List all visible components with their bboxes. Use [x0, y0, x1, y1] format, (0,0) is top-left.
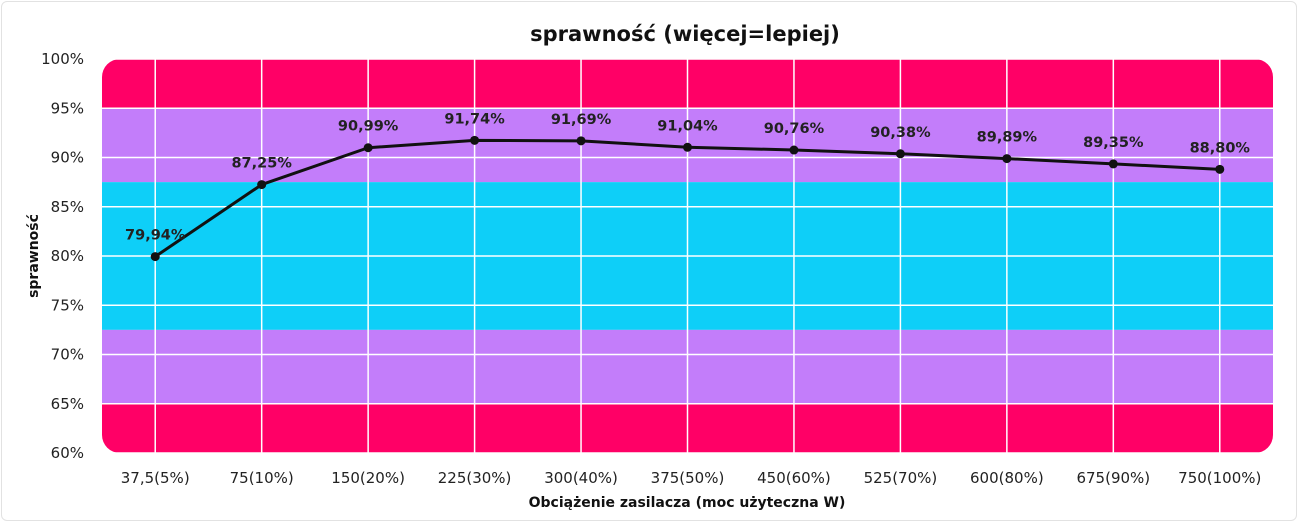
series-efficiency — [150, 135, 1225, 262]
data-point — [683, 142, 692, 152]
data-point — [789, 145, 799, 155]
data-point — [363, 143, 373, 153]
x-tick-label: 300(40%) — [544, 469, 618, 487]
x-tick-label: 675(90%) — [1076, 469, 1150, 487]
chart-title: sprawność (więcej=lepiej) — [530, 22, 840, 46]
data-point — [470, 135, 480, 145]
y-tick-label: 100% — [41, 50, 84, 68]
data-label: 90,38% — [870, 125, 931, 141]
data-label: 88,80% — [1190, 140, 1251, 156]
data-label: 90,99% — [338, 119, 399, 135]
x-tick-label: 525(70%) — [864, 469, 938, 487]
x-tick-label: 450(60%) — [757, 469, 831, 487]
data-point — [1108, 159, 1118, 169]
y-axis-label: sprawność — [26, 214, 42, 298]
data-label: 91,69% — [551, 112, 612, 128]
data-label: 89,35% — [1083, 135, 1144, 151]
data-point — [576, 136, 586, 146]
x-axis-label: Obciążenie zasilacza (moc użyteczna W) — [529, 495, 846, 511]
x-tick-label: 600(80%) — [970, 469, 1044, 487]
data-label: 87,25% — [231, 156, 292, 172]
data-label: 89,89% — [977, 130, 1038, 146]
x-tick-label: 150(20%) — [331, 469, 405, 487]
y-axis-ticks: 100% 95% 90% 85% 80% 75% 70% 65% 60% — [41, 50, 84, 462]
x-tick-label: 37,5(5%) — [121, 469, 190, 487]
data-label: 91,74% — [444, 111, 505, 127]
x-tick-label: 375(50%) — [651, 469, 725, 487]
y-tick-label: 60% — [51, 444, 84, 462]
x-tick-label: 750(100%) — [1178, 469, 1261, 487]
data-point — [1215, 164, 1225, 174]
data-point — [150, 252, 160, 262]
data-point — [257, 180, 267, 190]
y-tick-label: 90% — [51, 149, 84, 167]
data-label: 79,94% — [125, 228, 186, 244]
y-tick-label: 70% — [51, 346, 84, 364]
data-label: 90,76% — [764, 121, 825, 137]
y-tick-label: 85% — [51, 198, 84, 216]
data-labels: 79,94% 87,25% 90,99% 91,74% 91,69% 91,04% 90,7… — [125, 111, 1250, 243]
x-tick-label: 225(30%) — [438, 469, 512, 487]
y-tick-label: 75% — [51, 296, 84, 314]
x-tick-label: 75(10%) — [230, 469, 294, 487]
y-tick-label: 65% — [51, 395, 84, 413]
y-tick-label: 80% — [51, 247, 84, 265]
x-axis-ticks: 37,5(5%) 75(10%) 150(20%) 225(30%) 300(40%) 3… — [121, 469, 1262, 487]
data-label: 91,04% — [657, 118, 718, 134]
y-tick-label: 95% — [51, 99, 84, 117]
data-point — [895, 149, 905, 159]
data-point — [1002, 154, 1012, 164]
